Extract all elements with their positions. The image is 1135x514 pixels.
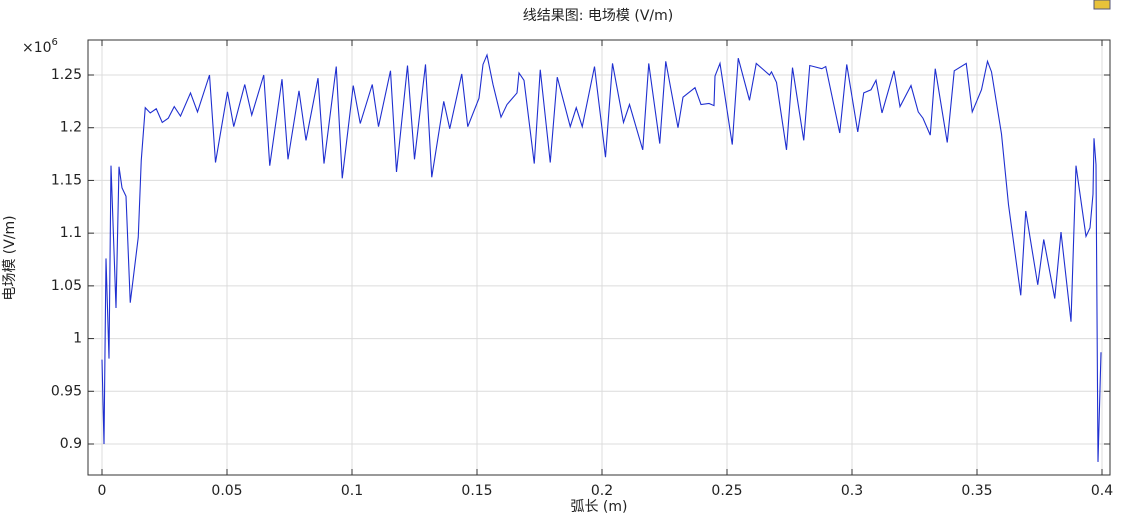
y-tick-label: 0.95 <box>51 383 82 399</box>
x-tick-label: 0.05 <box>211 483 242 499</box>
x-tick-label: 0.4 <box>1091 483 1113 499</box>
x-tick-label: 0.1 <box>341 483 363 499</box>
multiplier-base: ×10 <box>22 40 52 56</box>
y-tick-label: 0.9 <box>60 436 82 452</box>
y-tick-label: 1 <box>73 331 82 347</box>
y-axis-label: 电场模 (V/m) <box>2 215 18 300</box>
x-tick-label: 0.15 <box>461 483 492 499</box>
y-tick-label: 1.25 <box>51 67 82 83</box>
x-axis-label: 弧长 (m) <box>570 499 627 514</box>
toolbar-icon[interactable] <box>1093 0 1111 10</box>
chart-title: 线结果图: 电场模 (V/m) <box>523 8 673 24</box>
x-tick-label: 0.25 <box>711 483 742 499</box>
x-tick-label: 0.2 <box>591 483 613 499</box>
plot-frame <box>87 39 1111 476</box>
x-tick-label: 0.3 <box>841 483 863 499</box>
x-tick-label: 0.35 <box>961 483 992 499</box>
data-line <box>101 53 1102 462</box>
y-tick-label: 1.05 <box>51 278 82 294</box>
y-multiplier: ×106 <box>22 37 58 56</box>
y-tick-label: 1.15 <box>51 172 82 188</box>
multiplier-exponent: 6 <box>52 37 58 48</box>
y-tick-label: 1.1 <box>60 225 82 241</box>
y-tick-label: 1.2 <box>60 120 82 136</box>
x-tick-label: 0 <box>98 483 107 499</box>
